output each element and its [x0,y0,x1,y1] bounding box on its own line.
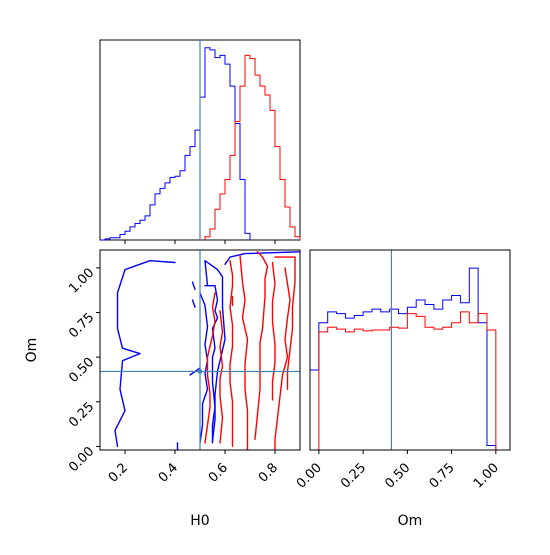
contour-line-red [271,261,276,401]
contour-truth-marker [198,369,202,374]
contour-xlabel: H0 [190,513,209,529]
om-xlabel: Om [398,513,423,529]
contour-line-red [219,310,224,444]
contour-line-blue [224,251,301,265]
contour-line-blue [114,260,176,448]
contour-line-red [204,292,216,444]
contour-line-red [254,251,269,440]
om-histogram-red-series [318,311,497,450]
om-histogram-frame [309,249,511,451]
contour-ylabel: Om [24,338,40,363]
contour-line-red [274,267,291,451]
contour-line-blue [199,292,209,444]
h0-histogram-blue-series [100,47,251,241]
h0-histogram-red-series [204,54,301,240]
contour-line-red [229,260,234,448]
contour-line-blue [204,285,219,444]
h0-histogram-panel [99,39,301,244]
contour-line-blue [191,281,196,290]
contour-line-red [239,254,249,451]
contour-line-blue [191,299,196,308]
contour-frame [99,249,301,451]
